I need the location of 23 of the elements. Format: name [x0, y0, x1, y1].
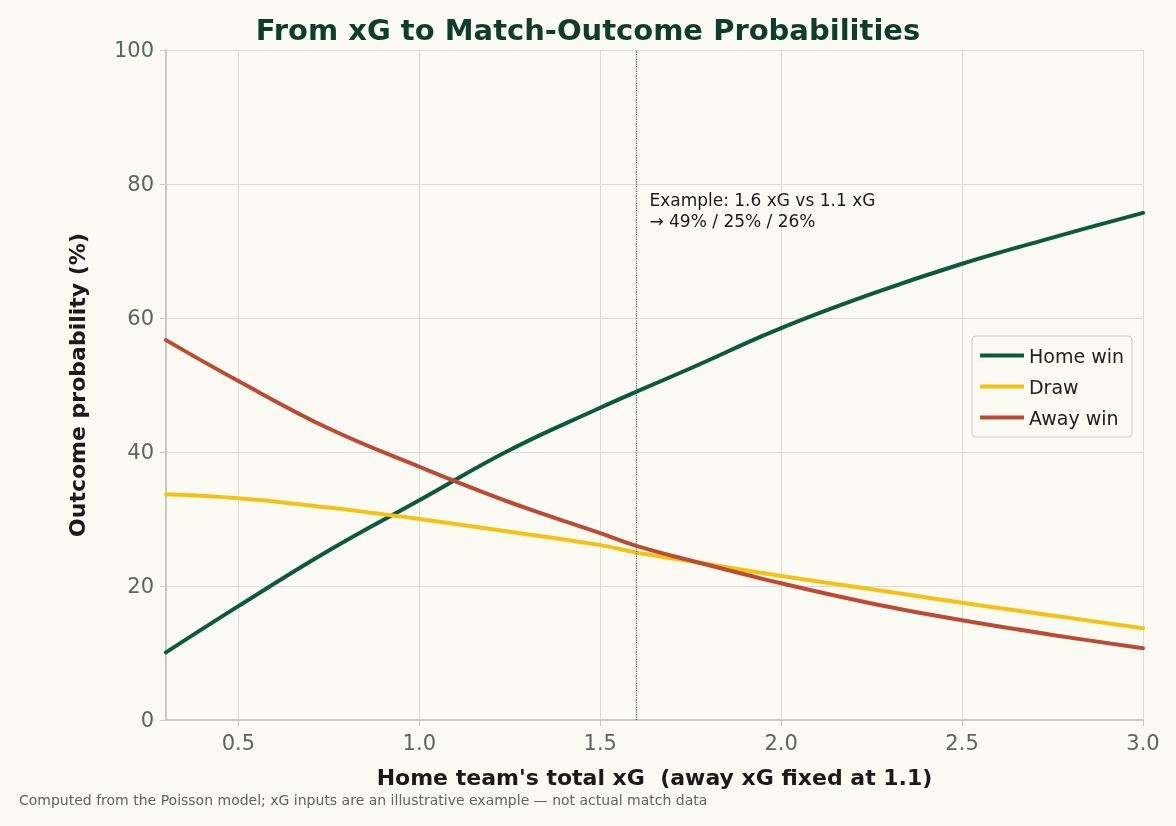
x-tick-label: 2.5: [945, 730, 979, 755]
y-tick-label: 100: [113, 38, 154, 62]
text: Computed from the Poisson model; xG inputs are an illustrative example — not actual match data: [19, 792, 708, 808]
legend-label: Away win: [1028, 406, 1119, 429]
x-tick-label: 0.5: [221, 730, 256, 755]
y-tick-label: 40: [127, 440, 154, 464]
x-axis-title: Home team's total xG (away xG fixed at 1.1): [376, 764, 933, 790]
x-tick-label: 1.0: [402, 730, 436, 755]
line-series: [164, 338, 1145, 651]
x-tick-label: 1.5: [583, 730, 617, 755]
line-series: [164, 210, 1145, 655]
legend-label: Home win: [1028, 344, 1125, 367]
chart-title: From xG to Match-Outcome Probabilities: [255, 12, 921, 47]
line-series: [164, 492, 1145, 631]
x-tick-label: 2.0: [764, 730, 798, 755]
y-tick-label: 0: [140, 708, 154, 732]
legend-label: Draw: [1028, 375, 1079, 398]
y-tick-label: 80: [127, 172, 154, 196]
y-tick-label: 20: [127, 574, 154, 598]
y-tick-label: 60: [127, 306, 154, 330]
x-tick-label: 3.0: [1126, 730, 1160, 755]
annotation: Example: 1.6 xG vs 1.1 xG → 49% / 25% / 26%: [649, 190, 876, 232]
y-axis-title: Outcome probability (%): [64, 233, 90, 537]
